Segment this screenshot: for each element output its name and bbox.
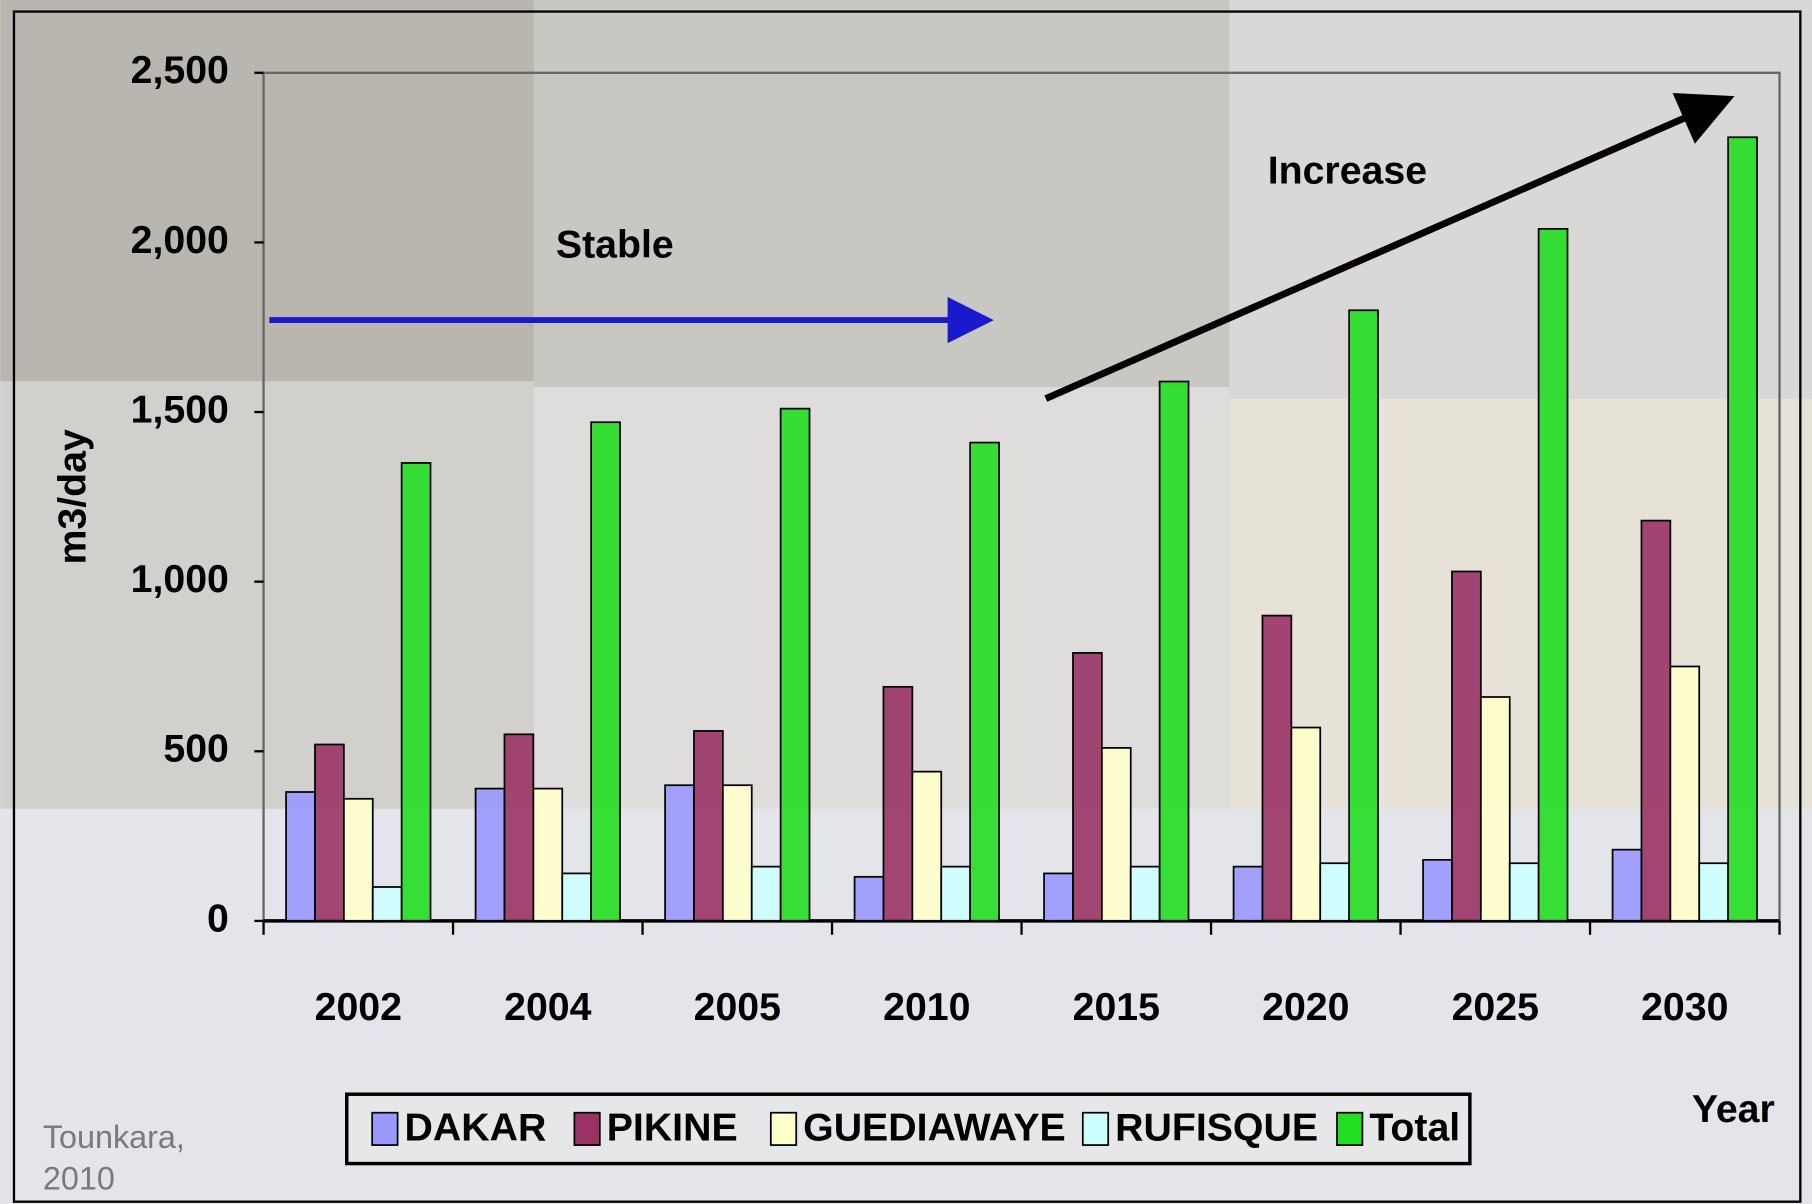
legend-label: DAKAR xyxy=(405,1105,547,1149)
page: {"chart_data": {"type": "bar", "categori… xyxy=(0,0,1812,1204)
y-tick-label: 500 xyxy=(163,727,229,771)
bar xyxy=(1349,310,1378,921)
x-tick-label: 2002 xyxy=(315,985,402,1029)
bar xyxy=(1613,850,1642,921)
bar xyxy=(344,799,373,921)
bar xyxy=(781,409,810,921)
bar xyxy=(723,785,752,921)
bar xyxy=(1160,382,1189,921)
bar xyxy=(591,422,620,921)
annotation: Stable xyxy=(556,223,674,267)
y-tick-label: 2,500 xyxy=(131,48,229,92)
bar xyxy=(1699,863,1728,921)
bar xyxy=(504,734,533,921)
bar xyxy=(476,789,505,921)
bar xyxy=(665,785,694,921)
bar xyxy=(1131,867,1160,921)
bar xyxy=(883,687,912,921)
chart: Stable Increase m3/day Year Tounkara, 20… xyxy=(0,0,1812,1204)
bar xyxy=(1073,653,1102,921)
y-axis-label: m3/day xyxy=(51,429,95,564)
x-tick-label: 2010 xyxy=(883,985,970,1029)
x-tick-label: 2015 xyxy=(1073,985,1160,1029)
bar xyxy=(752,867,781,921)
x-tick-label: 2030 xyxy=(1641,985,1728,1029)
source: 2010 xyxy=(43,1160,115,1196)
bar xyxy=(912,772,941,921)
legend-swatch xyxy=(372,1113,397,1145)
x-tick-label: 2020 xyxy=(1262,985,1349,1029)
bar xyxy=(1728,137,1757,921)
x-tick-label: 2004 xyxy=(504,985,592,1029)
annotation: Increase xyxy=(1268,149,1427,193)
legend-swatch xyxy=(1337,1113,1362,1145)
legend-swatch xyxy=(574,1113,599,1145)
x-axis-label: Year xyxy=(1692,1087,1775,1131)
bar xyxy=(562,873,591,920)
x-tick-label: 2025 xyxy=(1452,985,1539,1029)
bar xyxy=(1452,571,1481,920)
bar xyxy=(855,877,884,921)
legend-swatch xyxy=(1083,1113,1108,1145)
y-tick-label: 2,000 xyxy=(131,218,229,262)
bar xyxy=(1510,863,1539,921)
legend-swatch xyxy=(771,1113,796,1145)
y-tick-label: 1,500 xyxy=(131,387,229,431)
source: Tounkara, xyxy=(43,1119,185,1155)
bar xyxy=(1320,863,1349,921)
legend-label: Total xyxy=(1369,1105,1460,1149)
bar xyxy=(1641,521,1670,921)
x-tick-label: 2005 xyxy=(694,985,781,1029)
bar xyxy=(1539,229,1568,921)
bar xyxy=(1262,616,1291,921)
bar xyxy=(373,887,402,921)
bar xyxy=(533,789,562,921)
bar xyxy=(941,867,970,921)
bar xyxy=(1670,666,1699,920)
bar xyxy=(694,731,723,921)
photo-patch xyxy=(534,0,1230,387)
photo-patch xyxy=(1230,0,1812,399)
y-tick-label: 0 xyxy=(207,896,229,940)
legend-label: RUFISQUE xyxy=(1115,1105,1318,1149)
bar xyxy=(402,463,431,921)
bar xyxy=(1102,748,1131,921)
bar xyxy=(1044,873,1073,920)
legend-label: GUEDIAWAYE xyxy=(803,1105,1066,1149)
bar xyxy=(1291,728,1320,921)
bar xyxy=(1423,860,1452,921)
bar xyxy=(315,745,344,921)
bar xyxy=(1234,867,1263,921)
legend-label: PIKINE xyxy=(607,1105,738,1149)
photo-patch xyxy=(0,0,534,381)
bar xyxy=(286,792,315,921)
bar xyxy=(1481,697,1510,921)
y-tick-label: 1,000 xyxy=(131,557,229,601)
bar xyxy=(970,443,999,921)
